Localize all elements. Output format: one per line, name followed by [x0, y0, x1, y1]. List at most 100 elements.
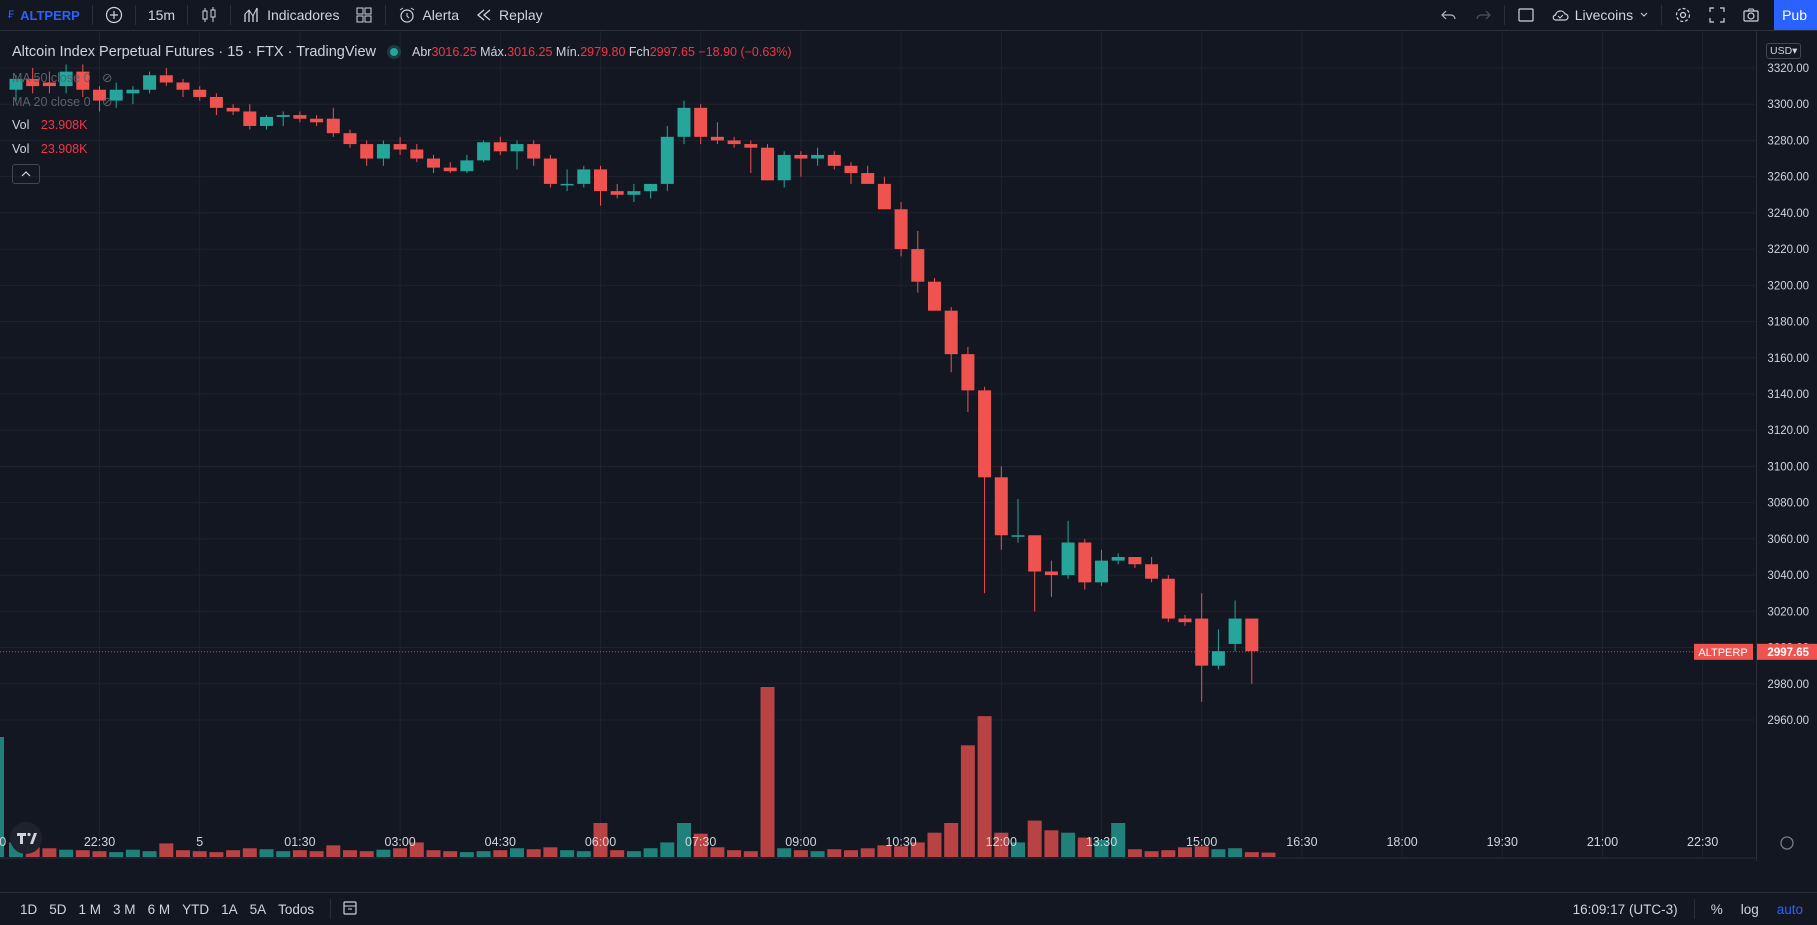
- volume-bar: [1261, 852, 1276, 857]
- settings-button[interactable]: [1666, 0, 1700, 30]
- candle-body: [994, 477, 1008, 536]
- low-label: Mín.: [555, 45, 581, 59]
- symbol-search[interactable]: ₣ ALTPERP: [0, 0, 88, 30]
- alert-button[interactable]: Alerta: [390, 0, 467, 30]
- range-button[interactable]: YTD: [182, 901, 210, 917]
- volume-bar: [677, 823, 691, 857]
- publish-button[interactable]: Pub: [1774, 0, 1817, 30]
- range-button[interactable]: Todos: [278, 901, 315, 917]
- divider: [1503, 5, 1505, 25]
- candle-body: [677, 107, 691, 137]
- volume-bar: [977, 716, 992, 857]
- candle-body: [326, 118, 340, 134]
- collapse-legend-button[interactable]: [12, 164, 40, 184]
- price-tick-label: 3200.00: [1767, 280, 1809, 292]
- range-button[interactable]: 5A: [249, 901, 267, 917]
- candle-body: [894, 209, 908, 250]
- snapshot-button[interactable]: [1734, 0, 1768, 30]
- log-toggle[interactable]: log: [1740, 901, 1759, 917]
- time-tick-label: 16:30: [1286, 835, 1317, 849]
- range-button[interactable]: 3 M: [113, 901, 136, 917]
- range-button[interactable]: 5D: [49, 901, 67, 917]
- fullscreen-select-button[interactable]: [1509, 0, 1543, 30]
- time-tick-label: 04:30: [485, 835, 516, 849]
- volume-bar: [276, 851, 291, 857]
- volume-bar: [1027, 820, 1042, 857]
- volume-bar: [1161, 850, 1176, 857]
- layout-name-button[interactable]: Livecoins: [1543, 0, 1657, 30]
- chart-type-button[interactable]: [192, 0, 226, 30]
- volume-bar: [59, 849, 74, 857]
- toolbar-right: Livecoins Pub: [1432, 0, 1817, 30]
- candle-body: [243, 111, 257, 126]
- undo-button[interactable]: [1432, 0, 1466, 30]
- volume-bar: [242, 848, 257, 857]
- volume-legend-2: Vol 23.908K: [12, 142, 87, 156]
- candle-body: [477, 142, 491, 161]
- volume-bar: [994, 832, 1009, 857]
- market-status-icon: [390, 48, 399, 56]
- divider: [1661, 5, 1663, 25]
- candle-body: [961, 354, 975, 391]
- candle-body: [577, 169, 591, 184]
- range-button[interactable]: 1 M: [78, 901, 102, 917]
- range-button[interactable]: 1A: [221, 901, 238, 917]
- top-toolbar: ₣ ALTPERP 15m Indicadores Alerta Replay: [0, 0, 1817, 31]
- high-label: Máx.: [480, 45, 508, 59]
- expand-icon: [1709, 7, 1725, 23]
- time-tick-label: 22:30: [1687, 835, 1718, 849]
- time-tick-label: 15:00: [1186, 835, 1217, 849]
- candle-body: [794, 154, 808, 159]
- time-tick-label: 00: [0, 835, 6, 849]
- indicators-button[interactable]: Indicadores: [235, 0, 347, 30]
- interval-button[interactable]: 15m: [140, 0, 183, 30]
- volume-bar: [660, 842, 675, 857]
- candle-body: [443, 167, 457, 172]
- eye-hidden-icon[interactable]: ⊘: [102, 71, 113, 85]
- range-button[interactable]: 6 M: [147, 901, 171, 917]
- ma20-legend[interactable]: MA 20 close 0 ⊘: [12, 94, 112, 109]
- time-tick-label: 01:30: [284, 835, 315, 849]
- eye-hidden-icon[interactable]: ⊘: [102, 95, 113, 109]
- fullscreen-button[interactable]: [1700, 0, 1734, 30]
- volume-bar: [376, 849, 391, 857]
- layouts-button[interactable]: [347, 0, 381, 30]
- candle-body: [594, 169, 607, 192]
- percent-toggle[interactable]: %: [1710, 901, 1723, 917]
- volume-bar: [0, 737, 4, 857]
- auto-toggle[interactable]: auto: [1776, 901, 1803, 917]
- volume-value: 23.908K: [40, 142, 88, 156]
- candle-body: [877, 183, 891, 210]
- goto-date-button[interactable]: [341, 899, 359, 920]
- redo-button[interactable]: [1466, 0, 1500, 30]
- clock-timezone[interactable]: 16:09:17 (UTC-3): [1572, 901, 1678, 917]
- price-axis[interactable]: 3320.00 3300.00 3280.00 3260.00 3240.00 3220.…: [1756, 31, 1817, 861]
- compare-button[interactable]: [97, 0, 131, 30]
- candle-body: [1195, 618, 1209, 666]
- candle-body: [1211, 651, 1225, 666]
- ma50-legend[interactable]: MA 50 close 0 ⊘: [12, 70, 112, 85]
- replay-button[interactable]: Replay: [467, 0, 551, 30]
- candle-body: [427, 158, 440, 168]
- volume-bar: [409, 842, 424, 857]
- volume-bar: [827, 849, 842, 857]
- volume-bar: [109, 852, 124, 857]
- volume-label: Vol: [12, 142, 30, 156]
- axis-settings-gear-icon[interactable]: [1780, 836, 1794, 850]
- candle-body: [360, 144, 374, 159]
- candle-body: [109, 89, 123, 101]
- high-value: 3016.25: [507, 45, 553, 59]
- tradingview-logo[interactable]: [10, 822, 42, 854]
- time-tick-label: 22:30: [84, 835, 115, 849]
- range-button[interactable]: 1D: [20, 901, 38, 917]
- candle-body: [9, 78, 23, 90]
- time-tick-label: 09:00: [785, 835, 816, 849]
- chart-canvas[interactable]: 00 22:30 5 01:30 03:00 04:30 06:00 07:30 09:00 10…: [0, 31, 1755, 861]
- price-tick-label: 3140.00: [1767, 389, 1809, 401]
- price-tick-label: 3240.00: [1767, 208, 1809, 220]
- volume-bar: [125, 849, 140, 857]
- volume-bar: [142, 851, 157, 857]
- currency-selector[interactable]: USD▾: [1766, 43, 1802, 59]
- candle-body: [560, 183, 574, 186]
- candle-body: [777, 154, 791, 181]
